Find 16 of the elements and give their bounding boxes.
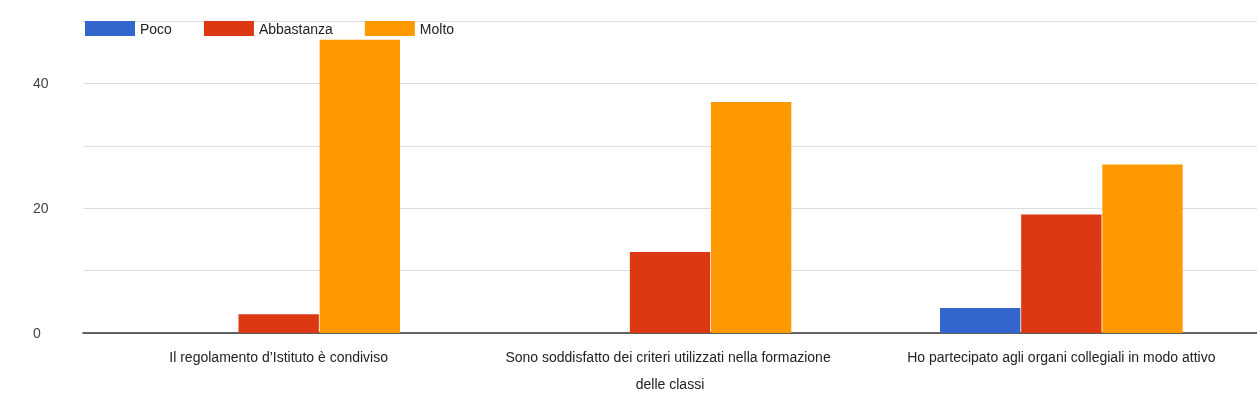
legend-label: Molto [419, 20, 455, 37]
x-tick-label: Ho partecipato agli organi collegiali in modo attivo [907, 348, 1216, 365]
y-tick-label: 20 [33, 200, 49, 217]
legend-label: Poco [140, 20, 173, 37]
bar [1102, 164, 1183, 333]
bar [319, 39, 400, 333]
legend-label: Abbastanza [258, 20, 334, 37]
bar [238, 314, 319, 333]
y-tick-label: 0 [33, 325, 41, 341]
bar [710, 102, 792, 333]
bar [629, 251, 711, 333]
bar [1021, 214, 1102, 333]
bar [940, 308, 1021, 333]
x-tick-label: Sono soddisfatto dei criteri utilizzati nella formazione delle classi [505, 348, 835, 392]
x-tick-label: Il regolamento d’Istituto è condiviso [169, 348, 389, 365]
y-tick-label: 40 [33, 75, 49, 92]
